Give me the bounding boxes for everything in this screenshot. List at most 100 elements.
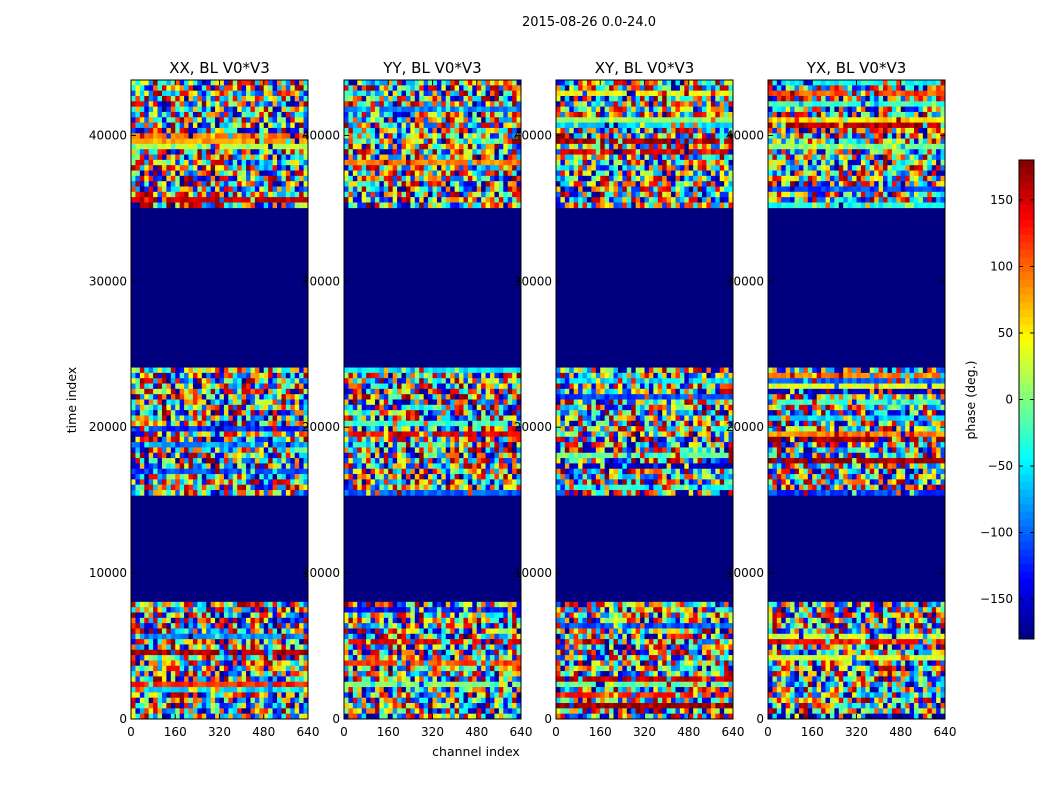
heatmap-cell	[344, 154, 349, 161]
heatmap-cell	[228, 436, 234, 443]
heatmap-cell	[414, 442, 420, 448]
heatmap-cell	[397, 420, 402, 427]
heatmap-cell	[370, 404, 376, 411]
heatmap-cell	[148, 367, 154, 374]
heatmap-cell	[228, 628, 234, 635]
heatmap-cell	[232, 713, 238, 720]
heatmap-cell	[450, 612, 455, 619]
heatmap-cell	[263, 660, 269, 667]
heatmap-cell	[281, 410, 287, 416]
heatmap-cell	[215, 665, 220, 672]
heatmap-cell	[228, 697, 234, 704]
heatmap-cell	[414, 186, 420, 193]
heatmap-cell	[175, 122, 180, 129]
heatmap-cell	[131, 378, 136, 384]
heatmap-cell	[131, 138, 136, 145]
heatmap-cell	[498, 80, 504, 86]
heatmap-cell	[148, 490, 154, 496]
heatmap-cell	[246, 383, 251, 390]
heatmap-cell	[148, 431, 154, 438]
heatmap-cell	[503, 149, 509, 155]
heatmap-cell	[281, 447, 287, 454]
heatmap-cell	[161, 676, 167, 683]
heatmap-cell	[299, 623, 304, 629]
heatmap-cell	[259, 687, 265, 693]
heatmap-cell	[512, 138, 517, 145]
heatmap-cell	[241, 431, 247, 438]
heatmap-cell	[352, 628, 358, 635]
heatmap-cell	[250, 458, 256, 464]
heatmap-cell	[485, 479, 491, 486]
heatmap-cell	[348, 122, 354, 129]
heatmap-cell	[210, 484, 216, 491]
heatmap-cell	[277, 181, 282, 187]
heatmap-cell	[432, 197, 438, 203]
heatmap-cell	[223, 394, 229, 400]
heatmap-cell	[441, 111, 447, 118]
heatmap-cell	[268, 399, 273, 406]
heatmap-cell	[290, 383, 296, 390]
heatmap-cell	[246, 452, 251, 459]
heatmap-cell	[188, 85, 194, 91]
heatmap-cell	[148, 378, 154, 384]
heatmap-cell	[498, 431, 504, 438]
heatmap-cell	[290, 692, 296, 699]
heatmap-cell	[254, 404, 260, 411]
heatmap-cell	[259, 202, 265, 209]
heatmap-cell	[401, 111, 407, 118]
heatmap-cell	[232, 101, 238, 107]
heatmap-cell	[467, 383, 473, 390]
heatmap-cell	[135, 687, 141, 693]
heatmap-cell	[370, 143, 376, 150]
heatmap-cell	[299, 607, 304, 613]
heatmap-cell	[481, 410, 486, 416]
heatmap-cell	[241, 442, 247, 448]
heatmap-cell	[148, 159, 154, 166]
heatmap-cell	[197, 399, 203, 406]
heatmap-cell	[303, 85, 309, 91]
heatmap-cell	[441, 431, 447, 438]
heatmap-cell	[454, 95, 460, 102]
heatmap-cell	[366, 149, 371, 155]
heatmap-cell	[246, 420, 251, 427]
heatmap-cell	[299, 676, 304, 683]
heatmap-cell	[259, 175, 265, 182]
heatmap-cell	[352, 159, 358, 166]
heatmap-cell	[512, 420, 517, 427]
heatmap-cell	[294, 644, 300, 651]
heatmap-cell	[498, 617, 504, 624]
heatmap-cell	[144, 138, 149, 145]
heatmap-cell	[414, 458, 420, 464]
heatmap-cell	[179, 415, 185, 422]
heatmap-cell	[188, 692, 194, 699]
heatmap-cell	[507, 628, 513, 635]
heatmap-cell	[445, 197, 451, 203]
heatmap-cell	[188, 138, 194, 145]
heatmap-cell	[246, 202, 251, 209]
heatmap-cell	[219, 452, 225, 459]
heatmap-cell	[436, 122, 442, 129]
heatmap-cell	[361, 468, 367, 475]
heatmap-cell	[215, 122, 220, 129]
heatmap-cell	[481, 154, 486, 161]
heatmap-cell	[237, 468, 242, 475]
heatmap-cell	[410, 197, 416, 203]
heatmap-cell	[250, 399, 256, 406]
heatmap-cell	[246, 415, 251, 422]
heatmap-cell	[516, 122, 522, 129]
heatmap-cell	[294, 117, 300, 123]
heatmap-cell	[206, 127, 211, 134]
heatmap-cell	[303, 404, 309, 411]
heatmap-cell	[392, 458, 398, 464]
heatmap-cell	[285, 90, 291, 97]
heatmap-cell	[414, 484, 420, 491]
heatmap-cell	[428, 186, 433, 193]
heatmap-cell	[179, 474, 185, 480]
heatmap-cell	[184, 458, 189, 464]
heatmap-cell	[485, 607, 491, 613]
heatmap-cell	[432, 133, 438, 139]
heatmap-cell	[290, 442, 296, 448]
heatmap-cell	[272, 463, 278, 470]
heatmap-cell	[241, 186, 247, 193]
heatmap-cell	[428, 143, 433, 150]
